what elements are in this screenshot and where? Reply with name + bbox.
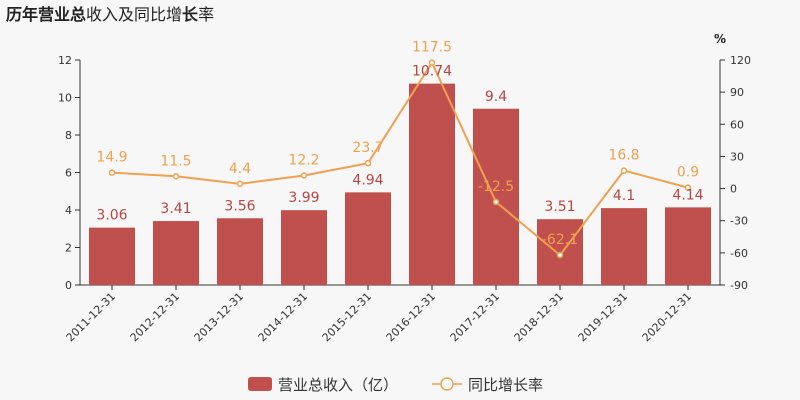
- bar-value-label: 3.51: [544, 199, 575, 215]
- left-axis-tick-label: 10: [58, 92, 72, 105]
- growth-point: [620, 167, 628, 174]
- growth-point: [364, 159, 372, 167]
- bar: [409, 83, 455, 285]
- growth-value-label: 14.9: [96, 150, 127, 166]
- growth-line: [111, 60, 689, 257]
- right-axis-tick-label: -60: [730, 247, 748, 260]
- growth-value-label: 16.8: [608, 148, 639, 164]
- chart-title: 历年营业总收入及同比增长率: [6, 5, 214, 24]
- growth-value-label: -12.5: [478, 179, 514, 195]
- line-series: [108, 59, 692, 259]
- data-labels: 3.06 3.41 3.56 3.99 4.94 10.74 9.4 3.51 4.1 4.14 1…: [96, 40, 703, 248]
- bar-value-label: 4.14: [672, 187, 703, 203]
- legend-line-marker: [440, 377, 454, 391]
- growth-point: [236, 180, 244, 188]
- right-axis-tick-label: 30: [730, 150, 744, 163]
- bar-series: [89, 83, 711, 285]
- right-axis-tick-label: 60: [730, 118, 744, 131]
- bar: [473, 108, 519, 285]
- growth-point: [428, 59, 436, 66]
- bar: [217, 218, 263, 285]
- legend[interactable]: 营业总收入（亿） 同比增长率: [248, 376, 543, 394]
- chart-title-part-0: 历年: [6, 5, 38, 24]
- right-axis-tick-label: -30: [730, 215, 748, 228]
- bar-value-label: 3.06: [96, 208, 127, 224]
- bar-value-label: 4.94: [352, 172, 383, 188]
- bar-value-label: 3.99: [288, 190, 319, 206]
- chart-title-part-2: 收入及同比增: [86, 5, 182, 24]
- growth-point: [172, 173, 180, 180]
- chart-title-part-3: 长: [182, 5, 199, 24]
- legend-line-label: 同比增长率: [468, 376, 543, 394]
- chart-title-part-4: 率: [198, 5, 214, 24]
- growth-value-label: 4.4: [229, 161, 251, 177]
- bar-value-label: 3.41: [160, 201, 191, 217]
- bar: [153, 221, 199, 285]
- left-axis-tick-label: 4: [65, 204, 72, 217]
- growth-value-label: -62.1: [542, 232, 578, 248]
- chart-title-part-1: 营业总: [38, 5, 86, 24]
- left-axis-tick-label: 6: [65, 167, 72, 180]
- bar-value-label: 9.4: [485, 89, 507, 105]
- growth-point: [556, 251, 564, 259]
- bar-value-label: 4.1: [613, 188, 635, 204]
- growth-value-label: 117.5: [412, 40, 452, 56]
- legend-bar-label: 营业总收入（亿）: [278, 376, 398, 394]
- growth-value-label: 12.2: [288, 153, 319, 169]
- right-axis-tick-label: 0: [730, 183, 737, 196]
- bar: [281, 210, 327, 285]
- growth-value-label: 11.5: [160, 153, 191, 169]
- bar-value-label: 10.74: [412, 64, 452, 80]
- growth-point: [492, 198, 500, 206]
- bar: [601, 208, 647, 285]
- growth-value-label: 0.9: [677, 165, 699, 181]
- growth-value-label: 23.7: [352, 140, 383, 156]
- growth-point: [108, 169, 116, 176]
- left-axis-tick-label: 2: [65, 242, 72, 255]
- bar: [89, 227, 135, 285]
- growth-point: [684, 184, 692, 191]
- bar-value-label: 3.56: [224, 198, 255, 214]
- right-axis-tick-label: 90: [730, 86, 744, 99]
- bar: [345, 192, 391, 285]
- left-axis-tick-label: 12: [58, 54, 72, 67]
- right-axis-tick-label: 120: [730, 54, 751, 67]
- growth-point: [300, 172, 308, 179]
- left-axis-tick-label: 0: [65, 279, 72, 292]
- left-axis-tick-label: 8: [65, 129, 72, 142]
- bar: [665, 207, 711, 285]
- right-axis-tick-label: -90: [730, 279, 748, 292]
- right-axis-unit: %: [714, 32, 726, 46]
- legend-bar-swatch: [248, 377, 272, 391]
